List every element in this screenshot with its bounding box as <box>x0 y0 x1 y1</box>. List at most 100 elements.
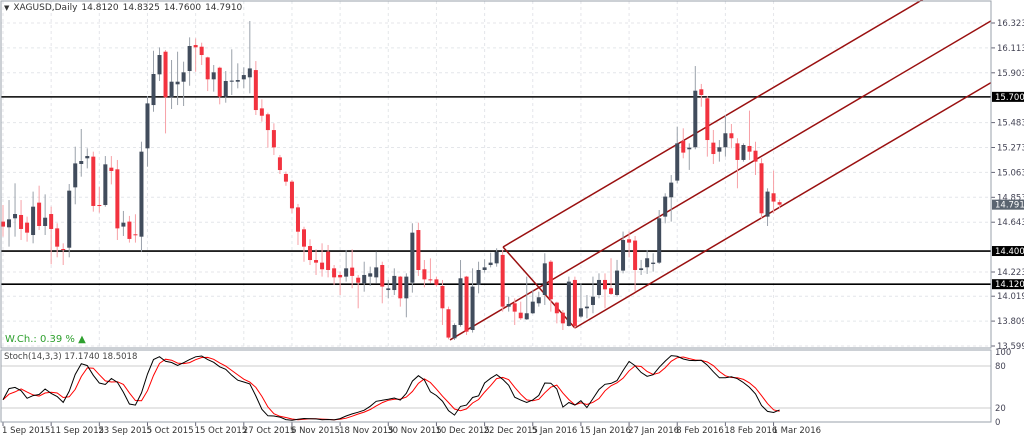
price-tick-label: 16.3230 <box>997 19 1024 29</box>
candle <box>693 66 698 150</box>
candle-body <box>157 55 162 75</box>
candle-body <box>747 145 752 152</box>
candle-body <box>723 133 728 148</box>
candle-body <box>771 193 776 202</box>
candle <box>121 210 126 236</box>
candle <box>560 309 565 330</box>
candle <box>332 265 337 285</box>
candle <box>67 184 72 258</box>
candle-body <box>548 261 553 300</box>
collapse-triangle-icon[interactable]: ▼ <box>4 4 10 12</box>
andrews-pitchfork[interactable] <box>450 0 991 340</box>
candle-body <box>578 308 583 317</box>
candle <box>657 209 662 264</box>
candle <box>109 156 114 185</box>
candle-body <box>19 214 24 229</box>
candle-body <box>681 140 686 153</box>
candle-body <box>289 181 294 209</box>
stochastic-panel <box>1 355 991 421</box>
candle-body <box>350 267 355 276</box>
stochastic-signal-line <box>2 356 780 421</box>
candle-body <box>67 190 72 248</box>
candle-body <box>295 207 300 232</box>
candle-body <box>283 173 288 182</box>
candle-body <box>530 301 535 314</box>
stochastic-panel-border <box>0 349 992 423</box>
candle <box>25 216 30 242</box>
candle <box>729 124 734 149</box>
candle <box>13 183 18 237</box>
candle <box>139 141 144 252</box>
candle-body <box>265 114 270 131</box>
candle <box>482 259 487 273</box>
candle-body <box>711 142 716 155</box>
candle <box>723 115 728 157</box>
candle-body <box>572 279 577 326</box>
candle-body <box>729 133 734 139</box>
stochastic-level-label: 0 <box>995 418 1000 428</box>
candle <box>663 193 668 224</box>
candle <box>669 175 674 222</box>
horizontal-line-price-label: 14.1204 <box>995 280 1024 290</box>
candle-body <box>422 269 427 280</box>
price-label-box <box>992 279 1024 290</box>
candle <box>115 159 120 240</box>
price-tick-label: 16.1130 <box>997 44 1024 54</box>
symbol-label: XAGUSD,Daily <box>13 3 78 13</box>
price-tick-label: 13.5990 <box>997 342 1024 352</box>
candle-body <box>277 157 282 171</box>
candle <box>572 276 577 329</box>
candle <box>211 64 216 92</box>
weekly-change-label: W.Ch.: 0.39 % <box>5 334 75 345</box>
candle-body <box>506 304 511 307</box>
candle-body <box>512 303 517 312</box>
candle-body <box>25 222 30 233</box>
date-tick-label: 23 Sep 2015 <box>98 426 152 436</box>
candle <box>356 274 361 309</box>
stochastic-level-label: 100 <box>995 348 1011 358</box>
candle-body <box>356 277 361 283</box>
candle <box>73 146 78 205</box>
candle <box>247 20 252 94</box>
candle-body <box>609 288 614 294</box>
candle <box>548 260 553 312</box>
candle-body <box>61 249 66 251</box>
candle-body <box>211 72 216 80</box>
date-tick-label: 27 Oct 2015 <box>243 426 296 436</box>
price-tick-label: 13.8090 <box>997 317 1024 327</box>
candle-body <box>79 161 84 164</box>
date-tick-label: 6 Nov 2015 <box>291 426 340 436</box>
candle-body <box>542 263 547 296</box>
candle <box>422 260 427 288</box>
candle-body <box>193 45 198 48</box>
candle <box>530 290 535 314</box>
candle <box>235 63 240 89</box>
date-tick-label: 8 Feb 2016 <box>676 426 724 436</box>
pitchfork-median-line <box>450 21 991 340</box>
price-tick-label: 15.0630 <box>997 168 1024 178</box>
candle <box>169 59 174 109</box>
price-tick-label: 14.6430 <box>997 218 1024 228</box>
candle-body <box>777 202 782 205</box>
candle-body <box>121 222 126 227</box>
candle-body <box>145 103 150 149</box>
candle <box>7 200 12 247</box>
stochastic-label: Stoch(14,3,3) 17.1740 18.5018 <box>4 352 138 362</box>
candle <box>151 50 156 112</box>
candle-body <box>205 57 210 80</box>
candle <box>500 249 505 312</box>
candle <box>615 259 620 297</box>
candle-body <box>217 67 222 97</box>
candle <box>31 191 36 244</box>
candle <box>253 61 258 116</box>
candle <box>91 151 96 212</box>
candle-body <box>470 286 475 330</box>
candle <box>476 261 481 294</box>
candle-body <box>434 279 439 285</box>
candle-body <box>693 90 698 148</box>
chart-header: ▼ XAGUSD,Daily 14.8120 14.8325 14.7600 14.791… <box>4 3 246 13</box>
candle <box>283 171 288 186</box>
candle <box>584 295 589 319</box>
candle-body <box>1 221 5 227</box>
